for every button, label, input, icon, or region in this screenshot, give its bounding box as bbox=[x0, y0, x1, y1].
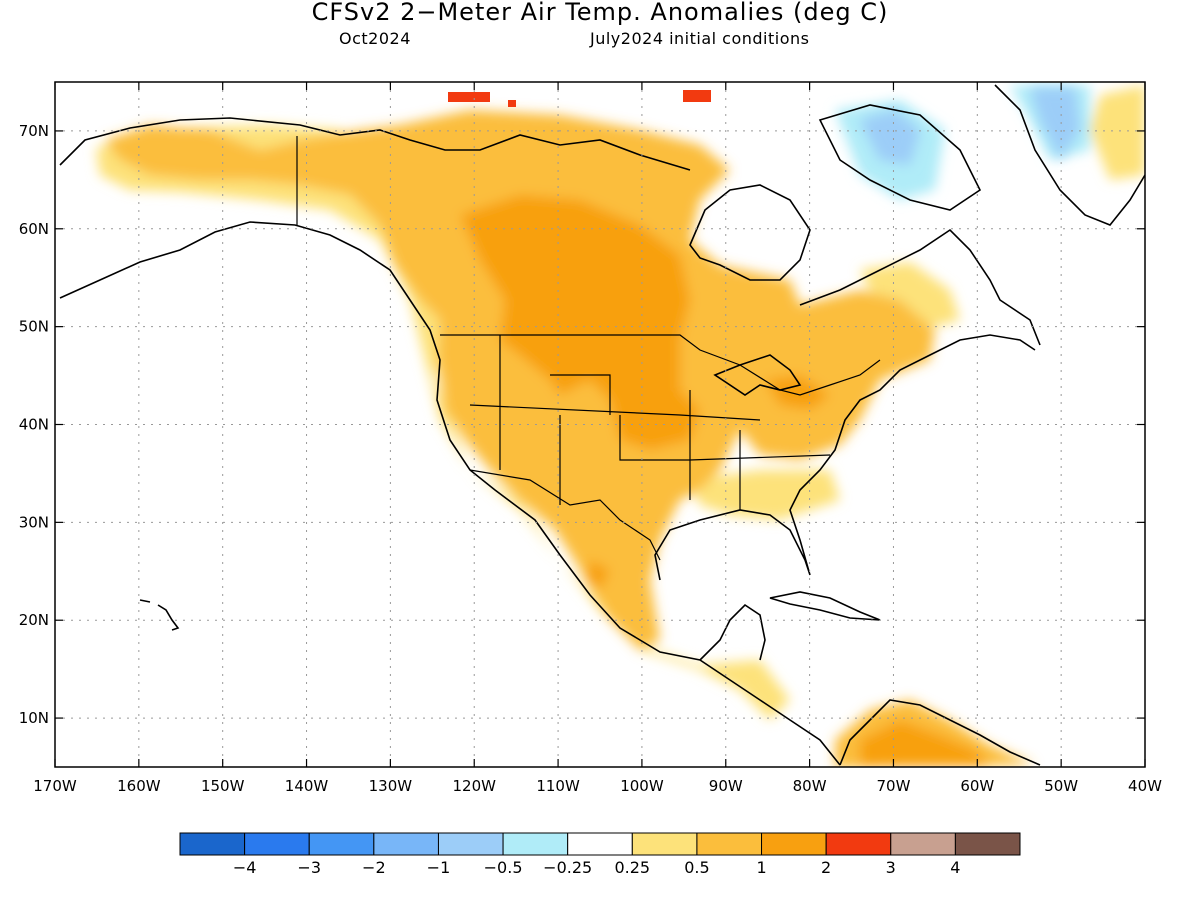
colorbar-swatch bbox=[825, 832, 892, 856]
lon-label: 100W bbox=[620, 777, 664, 795]
lon-label: 170W bbox=[33, 777, 77, 795]
lon-label: 150W bbox=[201, 777, 245, 795]
anomaly-region-warm bbox=[765, 375, 830, 410]
coastline-baffin bbox=[818, 104, 982, 211]
coastline-hudson-bay bbox=[689, 184, 811, 281]
lat-label: 60N bbox=[19, 220, 49, 238]
colorbar-label: −2 bbox=[362, 858, 386, 877]
anomaly-region-hot bbox=[508, 100, 516, 107]
coastline-north-america-west bbox=[59, 221, 841, 766]
lon-label: 70W bbox=[877, 777, 911, 795]
anomaly-region-light bbox=[690, 470, 840, 520]
anomaly-region-moderate-cool bbox=[860, 110, 920, 165]
border-us-mexico bbox=[469, 469, 661, 561]
colorbar-label: −0.25 bbox=[543, 858, 592, 877]
lon-label: 160W bbox=[117, 777, 161, 795]
lat-label: 70N bbox=[19, 122, 49, 140]
colorbar-label: 0.25 bbox=[614, 858, 650, 877]
initial-conditions: July2024 initial conditions bbox=[590, 29, 810, 48]
colorbar-label: −0.5 bbox=[484, 858, 523, 877]
colorbar-swatch bbox=[761, 832, 827, 856]
anomaly-region-medium bbox=[105, 110, 935, 650]
map-title: CFSv2 2−Meter Air Temp. Anomalies (deg C… bbox=[311, 0, 889, 26]
border-state-line bbox=[469, 335, 831, 510]
coastlines bbox=[59, 84, 1145, 766]
colorbar-swatch bbox=[179, 832, 246, 856]
coastline-south-america bbox=[839, 699, 1041, 766]
colorbar-swatch bbox=[954, 832, 1021, 856]
colorbar-swatch bbox=[437, 832, 504, 856]
lat-label: 10N bbox=[19, 709, 49, 727]
coastline-labrador bbox=[799, 228, 1041, 346]
lon-label: 40W bbox=[1128, 777, 1162, 795]
colorbar-swatch bbox=[890, 832, 956, 856]
lon-label: 80W bbox=[793, 777, 827, 795]
anomaly-region-warm bbox=[585, 560, 610, 590]
anomaly-region-warm bbox=[860, 720, 990, 767]
colorbar-swatch bbox=[696, 832, 763, 856]
colorbar-label: −3 bbox=[297, 858, 321, 877]
border-us-canada bbox=[440, 334, 881, 396]
coastline-greenland bbox=[994, 84, 1145, 226]
lat-label: 30N bbox=[19, 513, 49, 531]
coastline-gulf-east bbox=[654, 334, 1036, 581]
colorbar-label: 2 bbox=[821, 858, 831, 877]
anomaly-shading bbox=[96, 85, 1145, 767]
coastline-cuba bbox=[769, 591, 881, 621]
colorbar-label: −1 bbox=[427, 858, 451, 877]
colorbar-swatch bbox=[502, 832, 569, 856]
coastline-alaska-north bbox=[59, 117, 691, 171]
lat-label: 40N bbox=[19, 416, 49, 434]
colorbar-swatch bbox=[631, 832, 698, 856]
anomaly-region-hot bbox=[683, 90, 711, 102]
longitude-labels: 170W 160W 150W 140W 130W 120W 110W 100W 90W 80W 70… bbox=[33, 82, 1162, 795]
gridlines bbox=[55, 82, 1145, 767]
colorbar: −4 −3 −2 −1 −0.5 −0.25 0.25 0.5 1 2 3 4 bbox=[179, 832, 1021, 877]
political-borders bbox=[296, 136, 881, 561]
coastline-central-america bbox=[699, 603, 766, 661]
colorbar-swatch bbox=[373, 832, 439, 856]
anomaly-region-hot bbox=[448, 92, 490, 102]
lat-label: 20N bbox=[19, 611, 49, 629]
colorbar-label: 4 bbox=[950, 858, 960, 877]
lat-label: 50N bbox=[19, 318, 49, 336]
colorbar-swatch bbox=[567, 832, 633, 856]
lon-label: 120W bbox=[452, 777, 496, 795]
colorbar-swatch bbox=[244, 832, 310, 856]
lon-label: 140W bbox=[285, 777, 329, 795]
colorbar-swatch bbox=[308, 832, 375, 856]
latitude-labels: 70N 60N 50N 40N 30N 20N 10N bbox=[19, 122, 1145, 727]
lon-label: 90W bbox=[709, 777, 743, 795]
anomaly-region-moderate-cool bbox=[1030, 88, 1080, 160]
colorbar-label: 3 bbox=[886, 858, 896, 877]
anomaly-region-light bbox=[1090, 85, 1145, 180]
lon-label: 50W bbox=[1044, 777, 1078, 795]
colorbar-label: 1 bbox=[756, 858, 766, 877]
coastline-great-lakes bbox=[713, 354, 802, 396]
anomaly-region-light bbox=[96, 125, 790, 720]
colorbar-label: −4 bbox=[233, 858, 257, 877]
forecast-month: Oct2024 bbox=[339, 29, 411, 48]
lon-label: 110W bbox=[536, 777, 580, 795]
colorbar-label: 0.5 bbox=[684, 858, 709, 877]
anomaly-region-warm bbox=[460, 195, 700, 450]
lon-label: 60W bbox=[960, 777, 994, 795]
lon-label: 130W bbox=[369, 777, 413, 795]
anomaly-region-light bbox=[860, 262, 960, 330]
coastline-hawaii bbox=[139, 599, 180, 631]
